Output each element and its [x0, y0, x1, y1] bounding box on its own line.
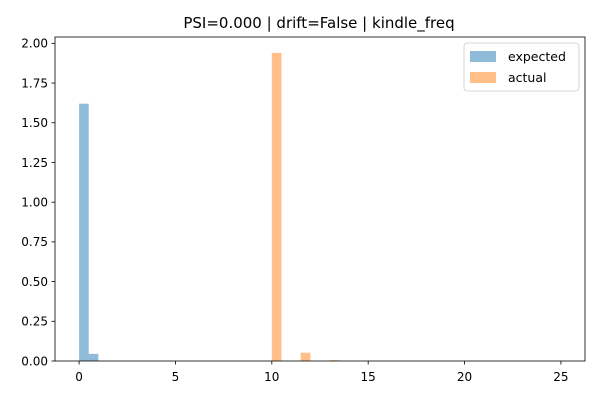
bar-expected-0 [79, 103, 89, 362]
x-tick-label: 5 [172, 370, 180, 384]
x-tick-label: 25 [553, 370, 568, 384]
plot-frame [54, 36, 586, 362]
bar-expected-1 [88, 353, 99, 361]
y-tick-label: 1.50 [21, 116, 48, 130]
x-tick-label: 15 [361, 370, 376, 384]
y-tick-label: 1.75 [21, 76, 48, 90]
x-tick-label: 20 [457, 370, 472, 384]
legend-swatch-expected [470, 51, 496, 62]
y-tick-label: 2.00 [21, 37, 48, 51]
x-tick-label: 0 [75, 370, 83, 384]
y-tick-label: 1.00 [21, 195, 48, 209]
x-tick-label: 10 [264, 370, 279, 384]
bars-layer [79, 52, 340, 362]
legend: expected actual [463, 42, 580, 92]
legend-label-actual: actual [508, 70, 547, 85]
legend-swatch-actual [470, 72, 496, 83]
bar-actual-0 [271, 52, 282, 361]
y-tick-label: 0.25 [21, 315, 48, 329]
chart-title: PSI=0.000 | drift=False | kindle_freq [183, 14, 454, 33]
legend-label-expected: expected [508, 49, 566, 64]
axes-layer: 0 5 10 15 20 25 0.00 0.25 0.50 0.75 1.00 1.25 1.50 1.… [21, 36, 586, 384]
y-tick-label: 0.50 [21, 275, 48, 289]
y-tick-label: 1.25 [21, 156, 48, 170]
bar-actual-1 [300, 352, 311, 361]
y-tick-label: 0.00 [21, 354, 48, 368]
y-tick-label: 0.75 [21, 235, 48, 249]
